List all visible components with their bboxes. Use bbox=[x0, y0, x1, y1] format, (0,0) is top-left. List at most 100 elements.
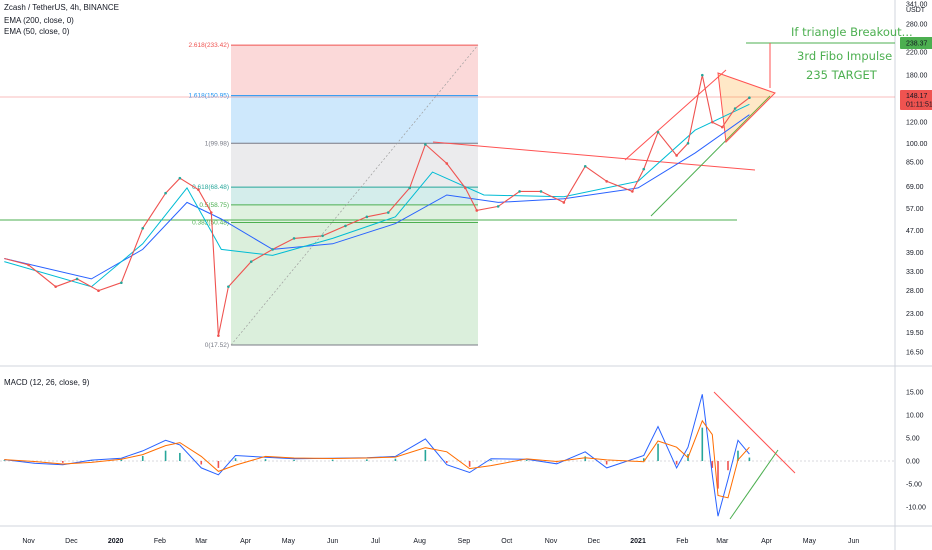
fib-level-label: 0.5(58.75) bbox=[199, 202, 229, 209]
macd-tick-label: -5.00 bbox=[906, 482, 922, 489]
macd-tick-label: 0.00 bbox=[906, 459, 920, 466]
time-tick-label: May bbox=[282, 538, 296, 545]
time-tick-label: 2020 bbox=[108, 538, 124, 545]
macd-histogram-bar bbox=[217, 461, 220, 468]
price-tick-label: 47.00 bbox=[906, 228, 924, 235]
time-tick-label: Feb bbox=[154, 538, 166, 545]
trendline-support bbox=[650, 95, 771, 217]
price-point bbox=[344, 224, 347, 228]
macd-histogram-bar bbox=[164, 450, 167, 461]
macd-histogram-bar bbox=[711, 461, 714, 468]
price-point bbox=[271, 248, 274, 251]
price-point bbox=[197, 188, 200, 191]
price-point bbox=[464, 186, 467, 190]
time-tick-label: Dec bbox=[65, 538, 78, 545]
time-tick-label: Mar bbox=[195, 538, 208, 545]
annotation-breakout: If triangle Breakout... bbox=[791, 25, 913, 39]
time-tick-label: Sep bbox=[458, 538, 471, 545]
price-point bbox=[54, 285, 57, 288]
fib-zone bbox=[231, 95, 478, 144]
price-point bbox=[642, 167, 646, 171]
fib-level-label: 0.618(68.48) bbox=[192, 184, 229, 191]
macd-histogram-bar bbox=[424, 449, 427, 461]
price-point bbox=[733, 107, 737, 110]
price-tick-label: 180.00 bbox=[906, 73, 928, 80]
price-point bbox=[227, 285, 230, 288]
macd-histogram-bar bbox=[264, 459, 267, 461]
price-point bbox=[720, 125, 724, 129]
price-point bbox=[120, 281, 123, 285]
price-tick-label: 39.00 bbox=[906, 250, 924, 257]
macd-histogram-bar bbox=[737, 450, 739, 461]
time-tick-label: May bbox=[803, 538, 817, 545]
triangle-pattern bbox=[717, 72, 776, 144]
price-point bbox=[675, 154, 678, 157]
macd-tick-label: 5.00 bbox=[906, 436, 920, 443]
macd-histogram-bar bbox=[234, 458, 237, 461]
time-tick-label: Nov bbox=[22, 538, 35, 545]
target-price-value: 238.37 bbox=[906, 41, 928, 48]
fib-zone bbox=[231, 45, 478, 96]
ema200-legend[interactable]: EMA (200, close, 0) bbox=[4, 16, 74, 25]
macd-histogram-bar bbox=[727, 461, 729, 471]
time-tick-label: Jul bbox=[371, 538, 380, 545]
time-tick-label: Nov bbox=[545, 538, 558, 545]
fib-zone bbox=[231, 222, 478, 346]
fib-level-label: 0(17.52) bbox=[205, 342, 229, 349]
target-price-badge bbox=[900, 37, 932, 49]
fib-level-label: 0.382(50.48) bbox=[192, 219, 229, 226]
price-tick-label: 341.00 bbox=[906, 2, 928, 9]
price-point bbox=[656, 130, 660, 134]
price-tick-label: 28.00 bbox=[906, 288, 924, 295]
time-tick-label: Apr bbox=[761, 538, 773, 545]
price-point bbox=[686, 141, 690, 145]
symbol-title: Zcash / TetherUS, 4h, BINANCE bbox=[4, 3, 120, 12]
time-tick-label: Mar bbox=[716, 538, 729, 545]
macd-line bbox=[4, 394, 750, 517]
price-point bbox=[562, 201, 566, 204]
macd-legend[interactable]: MACD (12, 26, close, 9) bbox=[4, 378, 90, 387]
fib-level-label: 1(99.98) bbox=[205, 140, 229, 147]
price-point bbox=[217, 334, 220, 337]
macd-tick-label: -10.00 bbox=[906, 505, 926, 512]
price-point bbox=[164, 191, 167, 195]
macd-histogram-bar bbox=[717, 461, 719, 489]
macd-histogram-bar bbox=[642, 458, 645, 461]
time-tick-label: 2021 bbox=[630, 538, 646, 545]
bar-countdown: 01:11:51 bbox=[906, 102, 932, 109]
price-point bbox=[748, 96, 751, 100]
macd-histogram-bar bbox=[468, 461, 471, 467]
price-tick-label: 100.00 bbox=[906, 141, 928, 148]
price-point bbox=[700, 73, 704, 77]
price-tick-label: 220.00 bbox=[906, 49, 928, 56]
macd-histogram-bar bbox=[62, 461, 64, 463]
price-tick-label: 280.00 bbox=[906, 22, 928, 29]
price-point bbox=[424, 143, 427, 146]
macd-histogram-bar bbox=[445, 461, 448, 463]
trendline-resistance bbox=[432, 141, 756, 171]
price-point bbox=[583, 164, 587, 168]
current-price-badge bbox=[900, 90, 932, 110]
macd-histogram-bar bbox=[3, 460, 6, 461]
price-point bbox=[539, 190, 543, 193]
macd-trend-red bbox=[713, 391, 796, 474]
time-tick-label: Feb bbox=[676, 538, 688, 545]
time-tick-label: Oct bbox=[501, 538, 512, 545]
macd-histogram-bar bbox=[701, 427, 704, 461]
price-point bbox=[408, 186, 411, 190]
price-point bbox=[445, 162, 449, 165]
macd-histogram-bar bbox=[141, 455, 144, 461]
trendline-channel bbox=[624, 69, 727, 161]
fib-zone bbox=[231, 143, 478, 188]
macd-tick-label: 15.00 bbox=[906, 390, 924, 397]
price-point bbox=[75, 277, 79, 281]
price-tick-label: 16.50 bbox=[906, 350, 924, 357]
time-tick-label: Apr bbox=[240, 538, 252, 545]
price-point bbox=[178, 176, 182, 180]
ema50-legend[interactable]: EMA (50, close, 0) bbox=[4, 27, 70, 36]
annotation-target: 235 TARGET bbox=[806, 68, 878, 82]
time-tick-label: Jun bbox=[848, 538, 859, 545]
price-point bbox=[141, 226, 145, 230]
macd-histogram-bar bbox=[748, 457, 751, 461]
